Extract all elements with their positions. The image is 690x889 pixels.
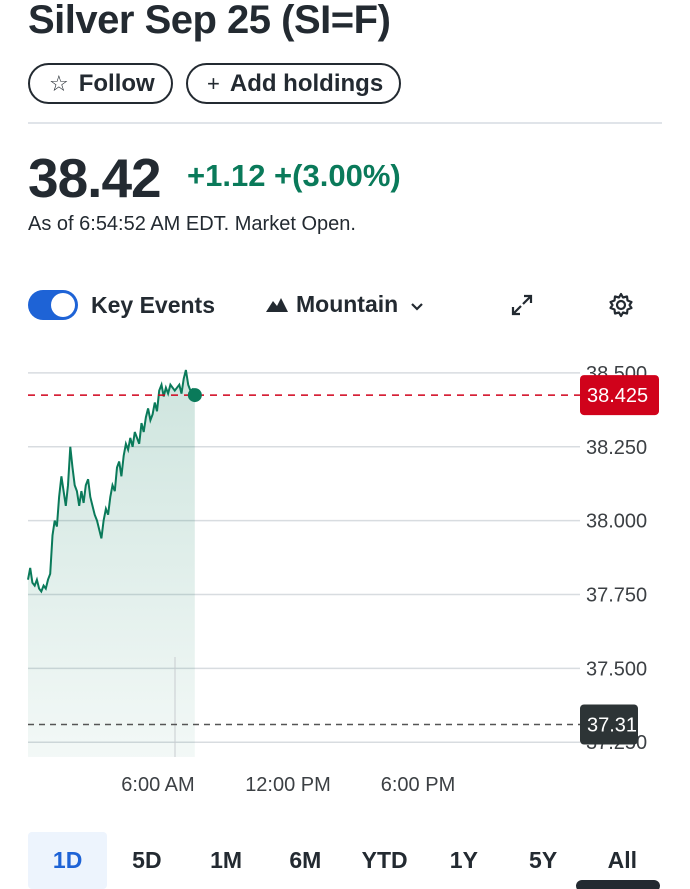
mountain-icon xyxy=(266,291,288,318)
follow-label: Follow xyxy=(78,69,155,97)
range-tab-ytd[interactable]: YTD xyxy=(361,847,408,873)
range-tab-5d[interactable]: 5D xyxy=(132,847,162,873)
y-tick-label: 38.000 xyxy=(586,511,647,533)
expand-icon[interactable] xyxy=(508,291,536,319)
follow-button[interactable]: ☆ Follow xyxy=(28,63,173,104)
toggle-knob xyxy=(51,293,75,317)
range-tab-1d[interactable]: 1D xyxy=(28,832,108,889)
range-tab-1y[interactable]: 1Y xyxy=(449,847,478,873)
previous-close-badge-label: 37.31 xyxy=(587,715,637,737)
current-price: 38.42 xyxy=(28,147,162,209)
as-of-timestamp: As of 6:54:52 AM EDT. Market Open. xyxy=(28,213,356,235)
home-indicator xyxy=(576,880,660,889)
x-tick-label: 12:00 PM xyxy=(245,774,331,796)
gear-icon[interactable] xyxy=(607,291,635,319)
range-tab-all[interactable]: All xyxy=(607,847,638,873)
price-line xyxy=(27,369,196,594)
chart-type-dropdown[interactable]: Mountain xyxy=(266,291,424,318)
page-title: Silver Sep 25 (SI=F) xyxy=(28,0,391,42)
plus-icon: + xyxy=(207,70,220,96)
chart-type-label: Mountain xyxy=(296,291,399,317)
y-tick-label: 37.750 xyxy=(586,585,647,607)
price-area xyxy=(28,370,195,757)
chevron-down-icon xyxy=(410,291,424,318)
current-price-badge-label: 38.425 xyxy=(587,385,648,407)
key-events-toggle[interactable] xyxy=(28,290,78,320)
x-tick-label: 6:00 AM xyxy=(121,774,194,796)
y-tick-label: 38.250 xyxy=(586,437,647,459)
key-events-label: Key Events xyxy=(91,292,216,318)
range-tab-1m[interactable]: 1M xyxy=(210,847,243,873)
range-tabs: 1D 5D 1M 6M YTD 1Y 5Y All xyxy=(28,832,662,889)
range-tab-6m[interactable]: 6M xyxy=(289,847,322,873)
current-price-dot xyxy=(187,388,202,403)
divider xyxy=(28,122,662,124)
y-tick-label: 37.500 xyxy=(586,658,647,680)
add-holdings-button[interactable]: + Add holdings xyxy=(186,63,401,104)
add-holdings-label: Add holdings xyxy=(229,69,384,97)
x-tick-label: 6:00 PM xyxy=(381,774,455,796)
price-change: +1.12 +(3.00%) xyxy=(187,158,401,193)
range-tab-5y[interactable]: 5Y xyxy=(529,847,558,873)
current-price-badge: 38.425 xyxy=(580,375,659,416)
previous-close-badge: 37.31 xyxy=(580,704,638,745)
star-icon: ☆ xyxy=(49,70,69,96)
